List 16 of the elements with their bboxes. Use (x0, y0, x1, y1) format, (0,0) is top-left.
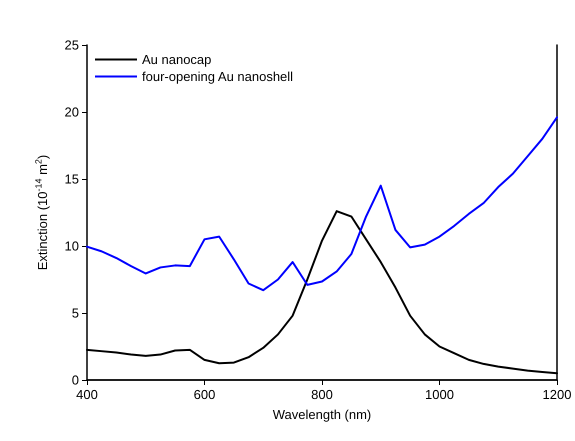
y-tick-label: 0 (72, 372, 79, 388)
x-axis-title: Wavelength (nm) (272, 407, 372, 422)
legend-label: four-opening Au nanoshell (142, 69, 294, 84)
y-tick-label: 25 (64, 38, 79, 52)
y-axis-title: Extinction (10-14 m2) (34, 154, 50, 270)
y-tick-label: 5 (72, 306, 79, 320)
y-tick-label: 10 (64, 238, 79, 254)
x-tick-label: 400 (76, 387, 98, 402)
y-tick-label: 15 (64, 172, 79, 186)
x-tick-label: 600 (194, 387, 216, 402)
x-tick-label: 1000 (425, 387, 454, 402)
x-tick-label: 1200 (542, 387, 572, 402)
x-tick-label: 800 (311, 387, 333, 402)
legend-label: Au nanocap (142, 52, 212, 67)
y-tick-label: 20 (64, 104, 79, 120)
line-series (86, 116, 558, 292)
